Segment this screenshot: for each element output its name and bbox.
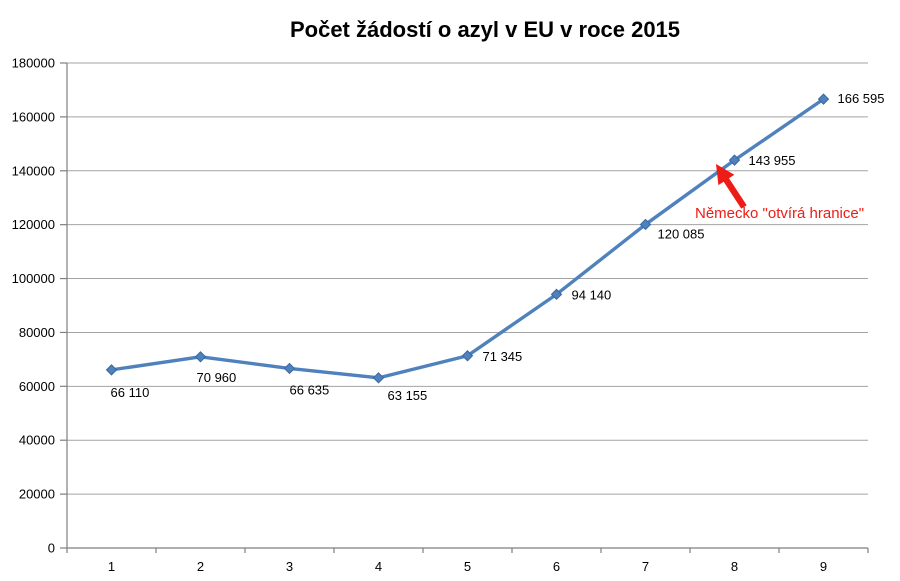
y-tick-label: 60000: [19, 379, 55, 394]
data-point-marker: [194, 351, 207, 363]
x-tick-label: 8: [731, 559, 738, 574]
data-point-label: 143 955: [749, 153, 796, 168]
x-tick-label: 7: [642, 559, 649, 574]
y-tick-label: 160000: [12, 109, 55, 124]
data-point-label: 120 085: [658, 226, 705, 241]
data-series-line: [109, 97, 826, 380]
x-tick-label: 3: [286, 559, 293, 574]
y-tick-label: 180000: [12, 56, 55, 71]
annotation-group: Německo "otvírá hranice": [695, 164, 864, 222]
annotation-text: Německo "otvírá hranice": [695, 205, 864, 222]
data-point-marker: [817, 93, 830, 105]
x-tick-label: 2: [197, 559, 204, 574]
y-tick-label: 80000: [19, 325, 55, 340]
data-point-label: 63 155: [388, 388, 428, 403]
data-point-marker: [550, 288, 563, 301]
y-tick-label: 20000: [19, 487, 55, 502]
y-tick-label: 120000: [12, 217, 55, 232]
data-series-group: [105, 93, 830, 384]
data-point-label: 71 345: [483, 349, 523, 364]
data-point-marker: [461, 350, 474, 362]
data-point-marker: [283, 362, 296, 375]
chart-title: Počet žádostí o azyl v EU v roce 2015: [290, 17, 680, 42]
x-tick-label: 6: [553, 559, 560, 574]
x-tick-label: 1: [108, 559, 115, 574]
data-point-label: 94 140: [572, 287, 612, 302]
x-tick-label: 9: [820, 559, 827, 574]
data-point-marker: [728, 154, 741, 166]
data-point-label: 66 110: [111, 385, 150, 400]
y-tick-label: 40000: [19, 433, 55, 448]
data-point-marker: [372, 372, 385, 384]
x-tick-label: 5: [464, 559, 471, 574]
annotation-arrow-icon: [716, 164, 747, 209]
axes-group: 0 20000 40000 60000 80000 100000 120000 140000 1…: [12, 56, 869, 574]
gridlines-group: [67, 62, 868, 495]
data-labels-group: 66 110 70 960 66 635 63 155 71 345 94 140 120 …: [111, 91, 885, 403]
data-point-label: 66 635: [290, 382, 330, 397]
y-tick-label: 140000: [12, 163, 55, 178]
data-point-label: 70 960: [197, 370, 237, 385]
y-tick-label: 100000: [12, 271, 55, 286]
y-tick-label: 0: [48, 541, 55, 556]
data-point-marker: [639, 218, 652, 231]
x-tick-label: 4: [375, 559, 382, 574]
data-point-marker: [105, 364, 118, 376]
data-point-label: 166 595: [838, 91, 885, 106]
